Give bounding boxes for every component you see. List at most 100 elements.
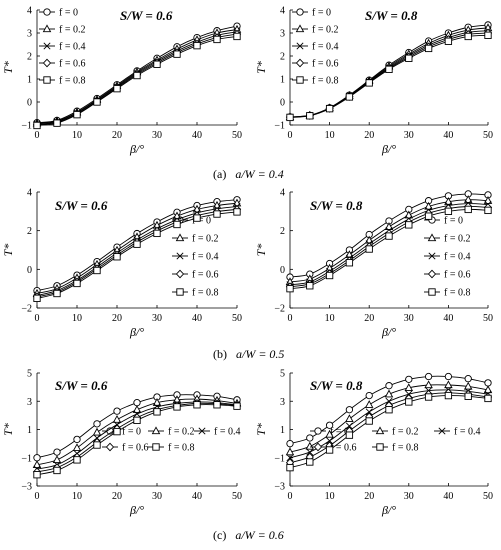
legend-entry: f = 0.2 xyxy=(424,233,470,245)
x-tick-label: 20 xyxy=(364,313,374,324)
chart-title: S/W = 0.6 xyxy=(55,198,108,213)
legend-marker xyxy=(43,8,51,16)
caption-a-label: (a) xyxy=(213,167,227,181)
data-point xyxy=(345,422,353,430)
y-tick-label: 2 xyxy=(27,52,32,63)
data-point xyxy=(73,456,81,464)
data-point xyxy=(193,214,201,222)
x-axis-label: β/° xyxy=(129,325,144,339)
data-point xyxy=(306,282,314,290)
legend-entry: f = 0.2 xyxy=(172,233,218,245)
data-point xyxy=(53,289,61,298)
data-point xyxy=(364,400,374,408)
data-point xyxy=(444,37,453,45)
legend-entry: f = 0.8 xyxy=(172,288,218,299)
x-tick-label: 10 xyxy=(325,130,335,141)
y-tick-label: 5 xyxy=(280,369,285,380)
x-tick-label: 50 xyxy=(232,130,242,141)
x-axis-label: β/° xyxy=(381,142,396,156)
data-point xyxy=(325,446,334,454)
data-point xyxy=(73,435,81,444)
y-tick-label: 5 xyxy=(27,369,32,380)
data-point xyxy=(365,391,373,400)
data-point xyxy=(193,401,201,409)
data-point xyxy=(464,392,472,400)
x-tick-label: 10 xyxy=(72,130,82,141)
chart-title: S/W = 0.6 xyxy=(55,378,108,393)
y-tick-label: 3 xyxy=(27,29,32,40)
data-point xyxy=(424,372,433,381)
legend-marker xyxy=(105,442,115,452)
data-point xyxy=(385,406,393,414)
legend-entry: f = 0.4 xyxy=(292,42,338,53)
data-point xyxy=(306,458,314,466)
data-point xyxy=(306,448,314,456)
y-tick-label: 3 xyxy=(280,29,285,40)
x-tick-label: 30 xyxy=(152,130,162,141)
x-axis-label: β/° xyxy=(129,503,144,517)
x-tick-label: 30 xyxy=(404,130,414,141)
data-point xyxy=(405,221,413,229)
data-point xyxy=(345,431,354,439)
y-tick-label: 1 xyxy=(27,75,32,86)
data-point xyxy=(463,381,473,390)
caption-b-text: a/W = 0.5 xyxy=(236,347,285,361)
legend-marker xyxy=(295,24,305,33)
data-point xyxy=(385,382,393,390)
legend-entry: f = 0.4 xyxy=(434,427,480,438)
legend-label: f = 0.6 xyxy=(312,59,338,70)
legend-marker xyxy=(375,426,385,435)
legend-label: f = 0 xyxy=(312,8,331,19)
legend-marker xyxy=(43,76,51,84)
y-tick-label: 2 xyxy=(27,226,32,237)
x-tick-label: 20 xyxy=(112,313,122,324)
y-tick-label: 0 xyxy=(27,265,32,276)
data-point xyxy=(326,437,334,445)
data-point xyxy=(405,398,413,406)
y-tick-label: −3 xyxy=(21,482,32,493)
x-axis-label: β/° xyxy=(381,503,396,517)
data-point xyxy=(365,79,373,87)
data-point xyxy=(325,105,334,113)
data-point xyxy=(213,35,221,44)
legend-entry: f = 0.6 xyxy=(102,443,148,454)
legend-entry: f = 0.2 xyxy=(292,24,338,36)
data-point xyxy=(153,408,161,416)
legend-label: f = 0.2 xyxy=(392,427,418,438)
data-point xyxy=(385,232,393,240)
data-point xyxy=(133,240,141,248)
caption-b-label: (b) xyxy=(213,347,227,361)
x-tick-label: 40 xyxy=(192,491,202,502)
x-tick-label: 40 xyxy=(443,491,453,502)
data-point xyxy=(53,448,61,456)
data-point xyxy=(32,460,42,468)
x-tick-label: 0 xyxy=(288,313,293,324)
data-point xyxy=(153,60,161,68)
legend-marker xyxy=(296,42,304,50)
data-point xyxy=(345,414,354,423)
data-point xyxy=(113,407,121,415)
caption-b: (b) a/W = 0.5 xyxy=(213,347,284,362)
data-point xyxy=(365,245,373,253)
data-point xyxy=(233,208,241,216)
legend-marker xyxy=(428,288,436,296)
data-point xyxy=(444,372,453,381)
legend-label: f = 0 xyxy=(122,427,141,438)
legend-label: f = 0.2 xyxy=(192,234,218,245)
legend-entry: f = 0.6 xyxy=(172,270,218,281)
data-point xyxy=(306,112,314,120)
data-point xyxy=(213,210,221,218)
x-tick-label: 40 xyxy=(443,313,453,324)
legend-marker xyxy=(175,233,185,242)
legend-label: f = 0.4 xyxy=(312,42,338,53)
data-point xyxy=(53,119,61,127)
y-tick-label: −1 xyxy=(274,121,285,132)
legend-label: f = 0.2 xyxy=(312,25,338,36)
data-point xyxy=(152,398,162,406)
y-tick-label: −1 xyxy=(274,453,285,464)
data-point xyxy=(484,379,492,387)
legend-entry: f = 0.4 xyxy=(194,427,240,438)
y-tick-label: 4 xyxy=(27,6,32,17)
